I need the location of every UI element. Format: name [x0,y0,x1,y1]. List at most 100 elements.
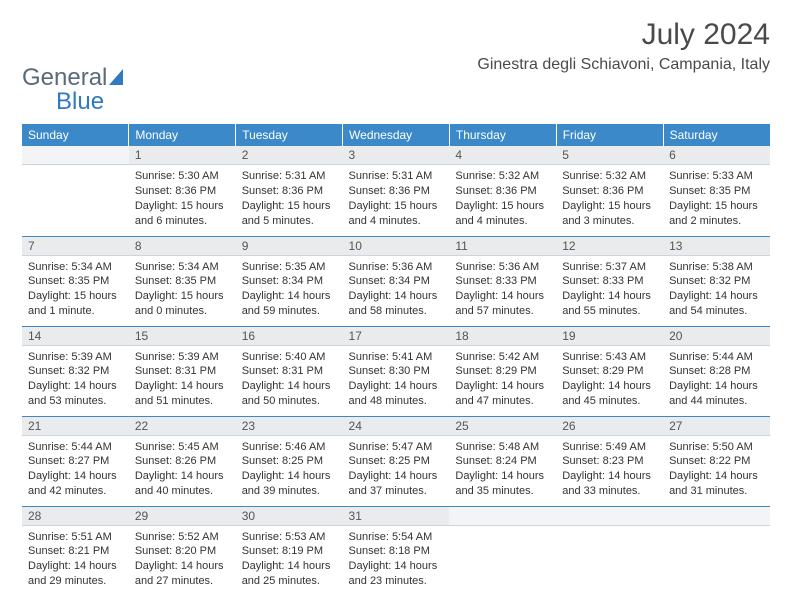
day-number [556,507,663,526]
day-number: 23 [236,417,343,436]
calendar-row: 21Sunrise: 5:44 AMSunset: 8:27 PMDayligh… [22,416,770,506]
calendar-cell: 20Sunrise: 5:44 AMSunset: 8:28 PMDayligh… [663,326,770,416]
weekday-header: Saturday [663,124,770,146]
calendar-cell: 30Sunrise: 5:53 AMSunset: 8:19 PMDayligh… [236,506,343,596]
day-number: 22 [129,417,236,436]
brand-part2: Blue [22,88,104,115]
day-details: Sunrise: 5:39 AMSunset: 8:32 PMDaylight:… [22,346,129,409]
day-details: Sunrise: 5:48 AMSunset: 8:24 PMDaylight:… [449,436,556,499]
day-number: 24 [343,417,450,436]
calendar-cell: 6Sunrise: 5:33 AMSunset: 8:35 PMDaylight… [663,146,770,236]
day-details: Sunrise: 5:36 AMSunset: 8:33 PMDaylight:… [449,256,556,319]
day-details: Sunrise: 5:39 AMSunset: 8:31 PMDaylight:… [129,346,236,409]
page-title: July 2024 [477,18,770,52]
weekday-header: Tuesday [236,124,343,146]
calendar-cell: 1Sunrise: 5:30 AMSunset: 8:36 PMDaylight… [129,146,236,236]
calendar-cell: 22Sunrise: 5:45 AMSunset: 8:26 PMDayligh… [129,416,236,506]
day-number: 1 [129,146,236,165]
calendar-body: 1Sunrise: 5:30 AMSunset: 8:36 PMDaylight… [22,146,770,596]
day-number: 27 [663,417,770,436]
day-number: 31 [343,507,450,526]
calendar-cell: 5Sunrise: 5:32 AMSunset: 8:36 PMDaylight… [556,146,663,236]
day-details: Sunrise: 5:54 AMSunset: 8:18 PMDaylight:… [343,526,450,589]
day-details: Sunrise: 5:31 AMSunset: 8:36 PMDaylight:… [236,165,343,228]
day-details: Sunrise: 5:44 AMSunset: 8:27 PMDaylight:… [22,436,129,499]
day-details: Sunrise: 5:30 AMSunset: 8:36 PMDaylight:… [129,165,236,228]
day-details: Sunrise: 5:42 AMSunset: 8:29 PMDaylight:… [449,346,556,409]
day-details: Sunrise: 5:51 AMSunset: 8:21 PMDaylight:… [22,526,129,589]
weekday-header: Thursday [449,124,556,146]
weekday-header: Friday [556,124,663,146]
calendar-cell: 31Sunrise: 5:54 AMSunset: 8:18 PMDayligh… [343,506,450,596]
day-number: 4 [449,146,556,165]
day-number: 25 [449,417,556,436]
calendar-cell: 14Sunrise: 5:39 AMSunset: 8:32 PMDayligh… [22,326,129,416]
day-number: 28 [22,507,129,526]
calendar-cell: 12Sunrise: 5:37 AMSunset: 8:33 PMDayligh… [556,236,663,326]
weekday-header: Monday [129,124,236,146]
day-details: Sunrise: 5:41 AMSunset: 8:30 PMDaylight:… [343,346,450,409]
calendar-cell: 17Sunrise: 5:41 AMSunset: 8:30 PMDayligh… [343,326,450,416]
day-number: 21 [22,417,129,436]
day-details: Sunrise: 5:53 AMSunset: 8:19 PMDaylight:… [236,526,343,589]
calendar-cell [663,506,770,596]
day-details: Sunrise: 5:33 AMSunset: 8:35 PMDaylight:… [663,165,770,228]
day-number: 5 [556,146,663,165]
day-number: 2 [236,146,343,165]
day-number: 17 [343,327,450,346]
day-details: Sunrise: 5:32 AMSunset: 8:36 PMDaylight:… [556,165,663,228]
calendar-cell: 29Sunrise: 5:52 AMSunset: 8:20 PMDayligh… [129,506,236,596]
calendar-cell: 25Sunrise: 5:48 AMSunset: 8:24 PMDayligh… [449,416,556,506]
day-number: 30 [236,507,343,526]
calendar-cell: 2Sunrise: 5:31 AMSunset: 8:36 PMDaylight… [236,146,343,236]
day-details: Sunrise: 5:31 AMSunset: 8:36 PMDaylight:… [343,165,450,228]
day-details: Sunrise: 5:34 AMSunset: 8:35 PMDaylight:… [129,256,236,319]
day-details: Sunrise: 5:40 AMSunset: 8:31 PMDaylight:… [236,346,343,409]
day-details: Sunrise: 5:34 AMSunset: 8:35 PMDaylight:… [22,256,129,319]
day-number: 29 [129,507,236,526]
calendar-cell: 15Sunrise: 5:39 AMSunset: 8:31 PMDayligh… [129,326,236,416]
calendar-cell: 10Sunrise: 5:36 AMSunset: 8:34 PMDayligh… [343,236,450,326]
calendar-cell: 23Sunrise: 5:46 AMSunset: 8:25 PMDayligh… [236,416,343,506]
calendar-cell: 18Sunrise: 5:42 AMSunset: 8:29 PMDayligh… [449,326,556,416]
day-number: 12 [556,237,663,256]
calendar-cell [22,146,129,236]
calendar-header: SundayMondayTuesdayWednesdayThursdayFrid… [22,124,770,146]
calendar-row: 7Sunrise: 5:34 AMSunset: 8:35 PMDaylight… [22,236,770,326]
calendar-cell: 3Sunrise: 5:31 AMSunset: 8:36 PMDaylight… [343,146,450,236]
calendar-cell: 19Sunrise: 5:43 AMSunset: 8:29 PMDayligh… [556,326,663,416]
triangle-icon-2 [109,69,123,85]
day-number: 20 [663,327,770,346]
day-details: Sunrise: 5:37 AMSunset: 8:33 PMDaylight:… [556,256,663,319]
calendar-cell: 7Sunrise: 5:34 AMSunset: 8:35 PMDaylight… [22,236,129,326]
calendar-row: 1Sunrise: 5:30 AMSunset: 8:36 PMDaylight… [22,146,770,236]
title-block: July 2024 Ginestra degli Schiavoni, Camp… [477,18,770,80]
day-number [22,146,129,165]
weekday-header: Sunday [22,124,129,146]
day-details: Sunrise: 5:43 AMSunset: 8:29 PMDaylight:… [556,346,663,409]
day-number: 6 [663,146,770,165]
day-number: 19 [556,327,663,346]
day-number: 10 [343,237,450,256]
calendar-row: 14Sunrise: 5:39 AMSunset: 8:32 PMDayligh… [22,326,770,416]
day-details: Sunrise: 5:50 AMSunset: 8:22 PMDaylight:… [663,436,770,499]
location-subtitle: Ginestra degli Schiavoni, Campania, Ital… [477,56,770,74]
day-number: 7 [22,237,129,256]
day-number [663,507,770,526]
day-details: Sunrise: 5:35 AMSunset: 8:34 PMDaylight:… [236,256,343,319]
day-details: Sunrise: 5:52 AMSunset: 8:20 PMDaylight:… [129,526,236,589]
day-number: 18 [449,327,556,346]
day-details: Sunrise: 5:32 AMSunset: 8:36 PMDaylight:… [449,165,556,228]
day-details: Sunrise: 5:38 AMSunset: 8:32 PMDaylight:… [663,256,770,319]
day-details: Sunrise: 5:44 AMSunset: 8:28 PMDaylight:… [663,346,770,409]
calendar-cell: 28Sunrise: 5:51 AMSunset: 8:21 PMDayligh… [22,506,129,596]
calendar-cell: 8Sunrise: 5:34 AMSunset: 8:35 PMDaylight… [129,236,236,326]
day-number: 9 [236,237,343,256]
calendar-row: 28Sunrise: 5:51 AMSunset: 8:21 PMDayligh… [22,506,770,596]
calendar-cell: 27Sunrise: 5:50 AMSunset: 8:22 PMDayligh… [663,416,770,506]
day-number: 16 [236,327,343,346]
calendar-cell: 13Sunrise: 5:38 AMSunset: 8:32 PMDayligh… [663,236,770,326]
calendar-cell: 21Sunrise: 5:44 AMSunset: 8:27 PMDayligh… [22,416,129,506]
day-details: Sunrise: 5:45 AMSunset: 8:26 PMDaylight:… [129,436,236,499]
calendar-cell: 9Sunrise: 5:35 AMSunset: 8:34 PMDaylight… [236,236,343,326]
